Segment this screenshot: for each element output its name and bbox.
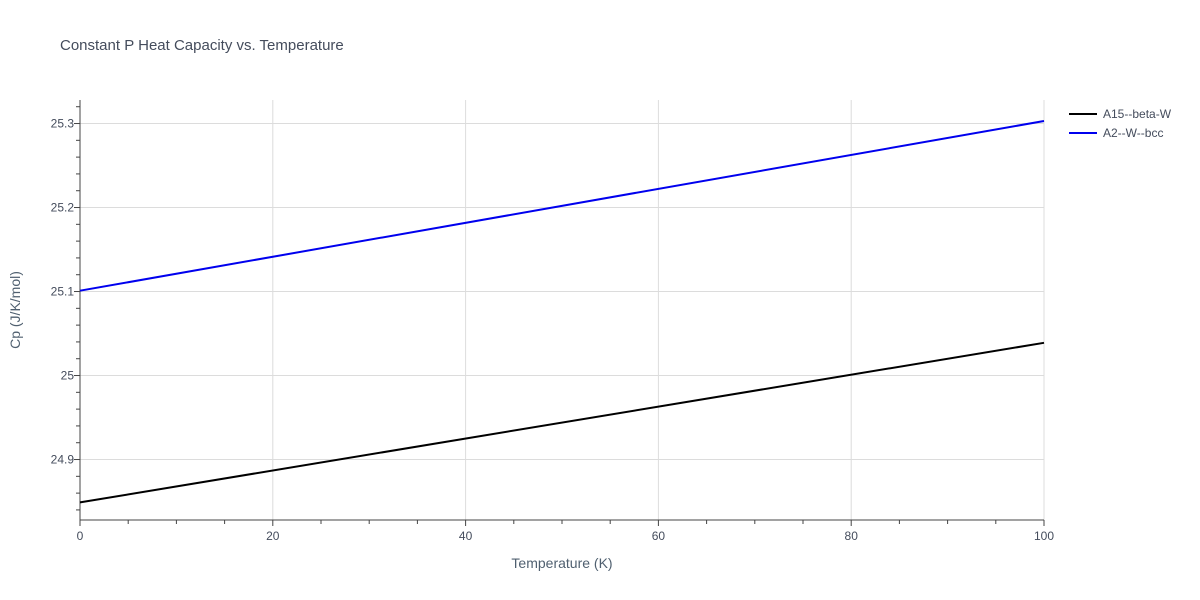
y-tick-label: 25.3	[51, 117, 75, 131]
x-tick-label: 80	[845, 529, 859, 543]
x-tick-label: 100	[1034, 529, 1054, 543]
x-tick-label: 60	[652, 529, 666, 543]
x-tick-label: 0	[77, 529, 84, 543]
plot-area	[79, 120, 1045, 504]
x-tick-label: 40	[459, 529, 473, 543]
series-line-2	[79, 120, 1045, 292]
x-tick-label: 20	[266, 529, 280, 543]
legend-label-1: A15--beta-W	[1103, 107, 1172, 121]
y-tick-label: 25	[61, 369, 75, 383]
grid	[80, 100, 1045, 520]
x-axis-title: Temperature (K)	[511, 555, 612, 571]
legend: A15--beta-W A2--W--bcc	[1069, 107, 1172, 140]
y-axis-title: Cp (J/K/mol)	[7, 271, 23, 349]
series-line-1	[79, 341, 1045, 504]
y-tick-label: 24.9	[51, 453, 75, 467]
y-tick-label: 25.2	[51, 201, 75, 215]
legend-label-2: A2--W--bcc	[1103, 126, 1163, 140]
axes: 0 20 40 60 80 100 24.9 25 25.1 25.2 25.3	[51, 100, 1054, 543]
y-tick-label: 25.1	[51, 285, 75, 299]
chart-title: Constant P Heat Capacity vs. Temperature	[60, 37, 344, 54]
